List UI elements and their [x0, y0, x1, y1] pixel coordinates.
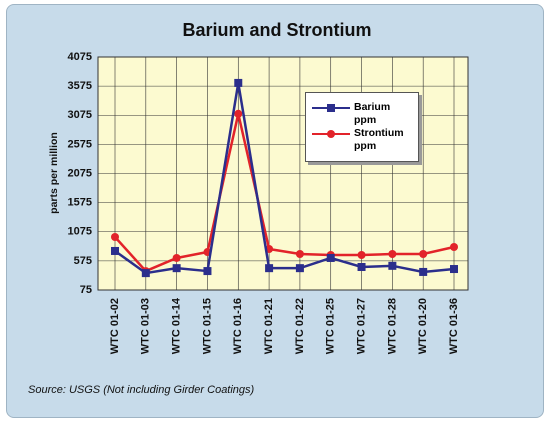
- data-point: [172, 264, 181, 273]
- data-point: [203, 267, 212, 276]
- y-tick-label: 4075: [68, 51, 92, 63]
- y-axis-label: parts per million: [48, 132, 60, 214]
- legend-label: Barium ppm: [354, 101, 391, 126]
- legend-swatch: [312, 130, 350, 138]
- data-point: [234, 78, 243, 87]
- y-tick-label: 575: [74, 255, 92, 267]
- data-point: [357, 250, 366, 259]
- data-point: [111, 232, 119, 241]
- y-tick-label: 3075: [68, 109, 92, 121]
- x-tick-label: WTC 01-21: [263, 298, 275, 354]
- x-tick-label: WTC 01-02: [109, 298, 121, 354]
- data-point: [388, 261, 397, 270]
- x-tick-label: WTC 01-03: [140, 298, 152, 354]
- x-tick-label: WTC 01-28: [386, 298, 398, 354]
- data-point: [326, 253, 335, 262]
- data-point: [419, 250, 428, 259]
- data-point: [234, 109, 243, 118]
- x-tick-label: WTC 01-22: [294, 298, 306, 354]
- data-point: [450, 265, 458, 274]
- legend: Barium ppm Strontium ppm: [305, 92, 419, 162]
- data-point: [172, 253, 181, 262]
- y-tick-label: 75: [80, 284, 92, 296]
- data-point: [450, 243, 458, 252]
- data-point: [111, 246, 119, 255]
- x-tick-label: WTC 01-16: [232, 298, 244, 354]
- x-tick-label: WTC 01-14: [171, 297, 183, 354]
- x-tick-label: WTC 01-36: [448, 298, 460, 354]
- y-tick-label: 1075: [68, 226, 92, 238]
- legend-label: Strontium ppm: [354, 127, 404, 152]
- x-tick-label: WTC 01-27: [355, 298, 367, 354]
- data-point: [419, 267, 428, 276]
- data-point: [295, 250, 304, 259]
- chart-title: Barium and Strontium: [182, 20, 371, 40]
- series-line: [114, 82, 455, 275]
- x-tick-label: WTC 01-20: [417, 298, 429, 354]
- series-line: [114, 113, 455, 273]
- data-point: [141, 269, 150, 278]
- data-point: [388, 250, 397, 259]
- data-point: [357, 262, 366, 271]
- source-note: Source: USGS (Not including Girder Coati…: [28, 384, 255, 396]
- x-tick-label: WTC 01-25: [325, 298, 337, 354]
- data-point: [295, 264, 304, 273]
- data-point: [265, 264, 274, 273]
- legend-swatch: [312, 104, 350, 112]
- y-tick-label: 2075: [68, 167, 92, 179]
- x-tick-label: WTC 01-15: [201, 298, 213, 354]
- y-tick-label: 3575: [68, 80, 92, 92]
- y-tick-label: 1575: [68, 197, 92, 209]
- y-tick-label: 2575: [68, 138, 92, 150]
